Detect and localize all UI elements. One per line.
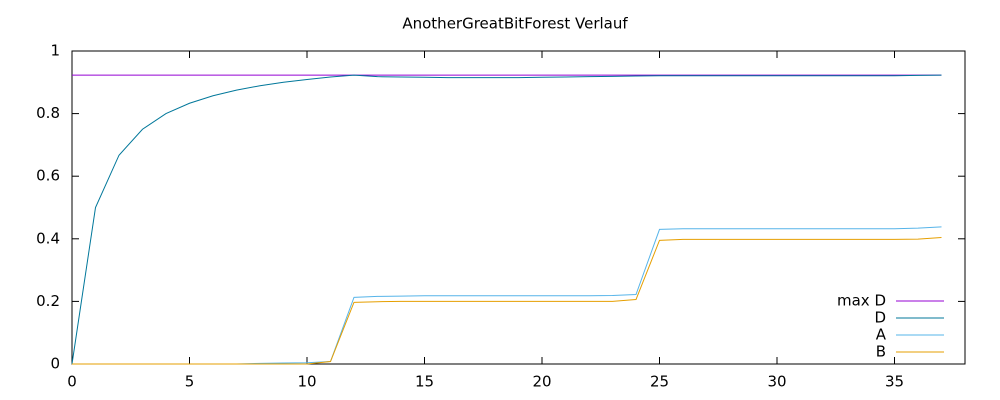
x-tick-label: 5	[185, 373, 195, 391]
legend-label: D	[874, 309, 886, 327]
legend-label: max D	[837, 292, 886, 310]
y-tick-label: 0.6	[36, 167, 60, 185]
x-tick-label: 20	[532, 373, 551, 391]
y-tick-label: 0.8	[36, 104, 60, 122]
series-line	[71, 74, 942, 365]
series-line	[72, 226, 942, 365]
y-tick-label: 0.2	[36, 292, 60, 310]
x-tick-label: 30	[767, 373, 786, 391]
y-tick-label: 1	[50, 42, 60, 60]
x-tick-label: 25	[650, 373, 669, 391]
legend-label: A	[876, 326, 887, 344]
chart-title: AnotherGreatBitForest Verlauf	[402, 15, 628, 33]
x-tick-label: 0	[67, 373, 77, 391]
series-line	[72, 237, 942, 365]
x-tick-label: 35	[885, 373, 904, 391]
x-tick-label: 10	[297, 373, 316, 391]
y-tick-label: 0	[50, 355, 60, 373]
plot-frame	[71, 50, 966, 365]
y-tick-label: 0.4	[36, 229, 60, 247]
x-tick-label: 15	[415, 373, 434, 391]
legend-label: B	[876, 343, 886, 361]
